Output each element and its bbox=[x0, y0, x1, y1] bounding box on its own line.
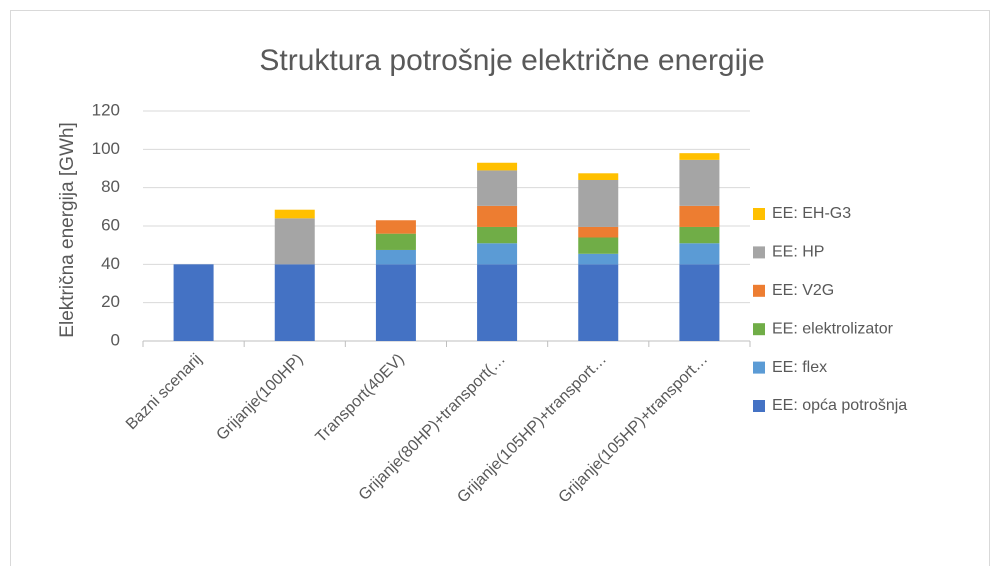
legend-swatch bbox=[753, 284, 765, 297]
bar-segment bbox=[477, 170, 518, 206]
bar-segment bbox=[375, 264, 416, 341]
bar-segment bbox=[578, 253, 619, 265]
x-tick-label: Grijanje(100HP) bbox=[213, 351, 306, 444]
bar-segment bbox=[274, 264, 315, 341]
chart-title: Struktura potrošnje električne energije bbox=[259, 44, 764, 77]
bar-segment bbox=[578, 180, 619, 227]
bar-segment bbox=[375, 233, 416, 250]
x-tick-label: Bazni scenarij bbox=[123, 351, 205, 433]
bar-segment bbox=[477, 205, 518, 227]
bar-segment bbox=[477, 264, 518, 341]
y-tick-label: 120 bbox=[92, 100, 120, 119]
y-tick-label: 20 bbox=[101, 292, 120, 311]
bar-segment bbox=[274, 218, 315, 265]
y-tick-label: 40 bbox=[101, 254, 120, 273]
legend-swatch bbox=[753, 246, 765, 259]
bar-segment bbox=[679, 226, 720, 244]
legend-swatch bbox=[753, 208, 765, 220]
y-tick-label: 100 bbox=[92, 139, 120, 158]
bar-segment bbox=[578, 226, 619, 238]
legend-label: EE: flex bbox=[772, 359, 827, 376]
bar-segment bbox=[578, 173, 619, 180]
legend-swatch bbox=[753, 400, 765, 412]
legend-swatch bbox=[753, 323, 765, 336]
bar-segment bbox=[578, 237, 619, 254]
bar-segment bbox=[375, 220, 416, 234]
bar-segment bbox=[679, 243, 720, 265]
y-axis-label: Električna energija [GWh] bbox=[57, 122, 78, 337]
legend-label: EE: EH-G3 bbox=[772, 205, 851, 222]
bar-segment bbox=[679, 205, 720, 227]
bar-segment bbox=[274, 209, 315, 219]
bar-segment bbox=[477, 226, 518, 244]
y-tick-label: 80 bbox=[101, 177, 120, 196]
chart-border bbox=[10, 10, 990, 566]
legend-swatch bbox=[753, 361, 765, 374]
bar-segment bbox=[679, 264, 720, 341]
bar-segment bbox=[679, 153, 720, 160]
legend-label: EE: opća potrošnja bbox=[772, 397, 907, 414]
y-tick-label: 0 bbox=[111, 330, 120, 349]
bar-segment bbox=[173, 264, 214, 341]
x-tick-label: Transport(40EV) bbox=[313, 351, 408, 446]
bar-segment bbox=[375, 249, 416, 265]
bar-segment bbox=[477, 162, 518, 171]
legend-label: EE: V2G bbox=[772, 282, 834, 299]
bar-segment bbox=[578, 264, 619, 341]
legend-label: EE: elektrolizator bbox=[772, 320, 894, 337]
bar-segment bbox=[477, 243, 518, 265]
bar-segment bbox=[679, 159, 720, 206]
legend-label: EE: HP bbox=[772, 244, 824, 261]
y-tick-label: 60 bbox=[101, 215, 120, 234]
